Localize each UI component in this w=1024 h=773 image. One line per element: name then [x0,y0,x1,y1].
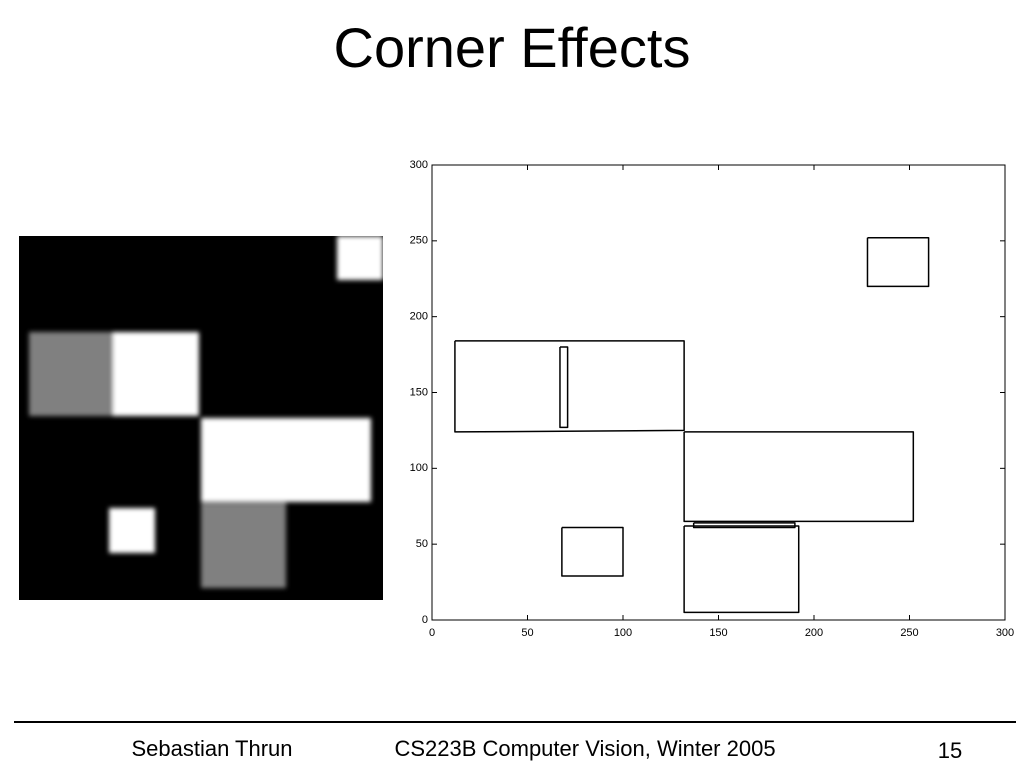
y-tick-label: 150 [410,386,428,398]
edge-contour [559,346,569,429]
edge-contour [692,522,796,529]
footer-course: CS223B Computer Vision, Winter 2005 [394,736,775,761]
image-block [113,332,199,416]
image-block [109,508,155,553]
x-tick-label: 50 [521,627,533,639]
x-tick-label: 0 [429,627,435,639]
edge-contour [561,526,624,577]
slide-title: Corner Effects [334,16,691,79]
image-block [201,418,371,502]
edge-contour [683,431,915,523]
footer-author: Sebastian Thrun [131,736,292,761]
edge-contour [454,340,685,433]
y-tick-label: 100 [410,462,428,474]
plot-frame [431,164,1006,621]
x-tick-label: 250 [900,627,918,639]
x-tick-label: 200 [805,627,823,639]
y-tick-label: 50 [416,538,428,550]
image-block [201,503,286,588]
y-tick-label: 250 [410,235,428,247]
y-tick-label: 200 [410,311,428,323]
edge-contour [866,237,930,288]
footer-page: 15 [938,738,962,763]
edge-plot: 0 50 100 150 200 250 300 0 50 100 150 200 250 300 [410,159,1015,639]
x-tick-label: 150 [709,627,727,639]
input-image [19,236,383,600]
edge-contour [683,525,800,614]
x-tick-label: 100 [614,627,632,639]
image-block [29,332,113,416]
y-tick-label: 300 [410,159,428,171]
image-block [337,236,383,280]
x-tick-label: 300 [996,627,1014,639]
y-tick-label: 0 [422,614,428,626]
